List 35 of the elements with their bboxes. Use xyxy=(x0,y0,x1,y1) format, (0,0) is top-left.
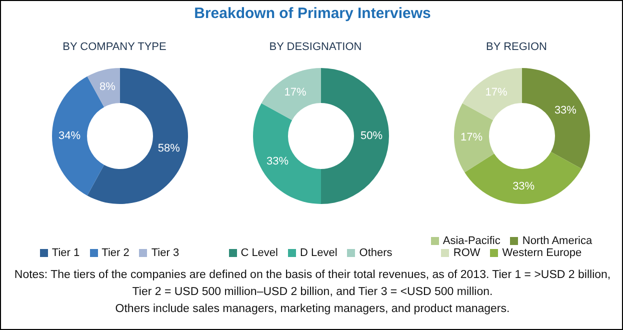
donut-slice xyxy=(464,152,582,204)
donut-slice xyxy=(522,68,590,169)
legend-label: Others xyxy=(359,247,392,259)
chart-title: BY REGION xyxy=(485,41,548,55)
donut-slice xyxy=(87,68,120,108)
donut-slice xyxy=(87,68,188,204)
chart-title: BY COMPANY TYPE xyxy=(62,41,168,55)
data-label: 17% xyxy=(284,86,307,99)
data-label: 50% xyxy=(360,130,383,142)
legend-label: C Level xyxy=(240,247,278,259)
legend-label: Asia-Pacific xyxy=(442,235,500,247)
text: Breakdown of Primary Interviews xyxy=(193,5,432,22)
legend-label: Western Europe xyxy=(502,247,582,259)
data-label: 17% xyxy=(485,86,508,99)
data-label: 17% xyxy=(460,132,483,144)
data-label: 34% xyxy=(58,130,81,142)
donut-slice xyxy=(261,68,321,120)
data-label: 33% xyxy=(512,180,535,192)
legend-label: D Level xyxy=(300,247,338,259)
donut-slice xyxy=(454,103,494,172)
text: Others include sales managers, marketing managers, and product managers. xyxy=(114,302,511,317)
donut-slice xyxy=(462,68,522,120)
legend-label: North America xyxy=(522,235,592,247)
data-label: 33% xyxy=(554,104,577,116)
legend-label: Tier 3 xyxy=(151,247,180,259)
legend-label: Tier 2 xyxy=(102,247,130,259)
data-label: 58% xyxy=(158,142,180,155)
data-label: 33% xyxy=(266,156,289,168)
donut-slice xyxy=(321,68,389,204)
data-label: 8% xyxy=(99,81,116,94)
chart-title: BY DESIGNATION xyxy=(268,41,363,55)
text: Notes: The tiers of the companies are defined on the basis of their total revenues, as of 2013. Tier 1 = >USD 2 billion, Tier 2 = USD 500 million–USD 2 billion, and Tier 3 = <USD 500 million. xyxy=(13,268,612,300)
donut-slice xyxy=(253,103,321,204)
legend-label: Tier 1 xyxy=(52,247,80,259)
legend-label: ROW xyxy=(453,247,480,259)
